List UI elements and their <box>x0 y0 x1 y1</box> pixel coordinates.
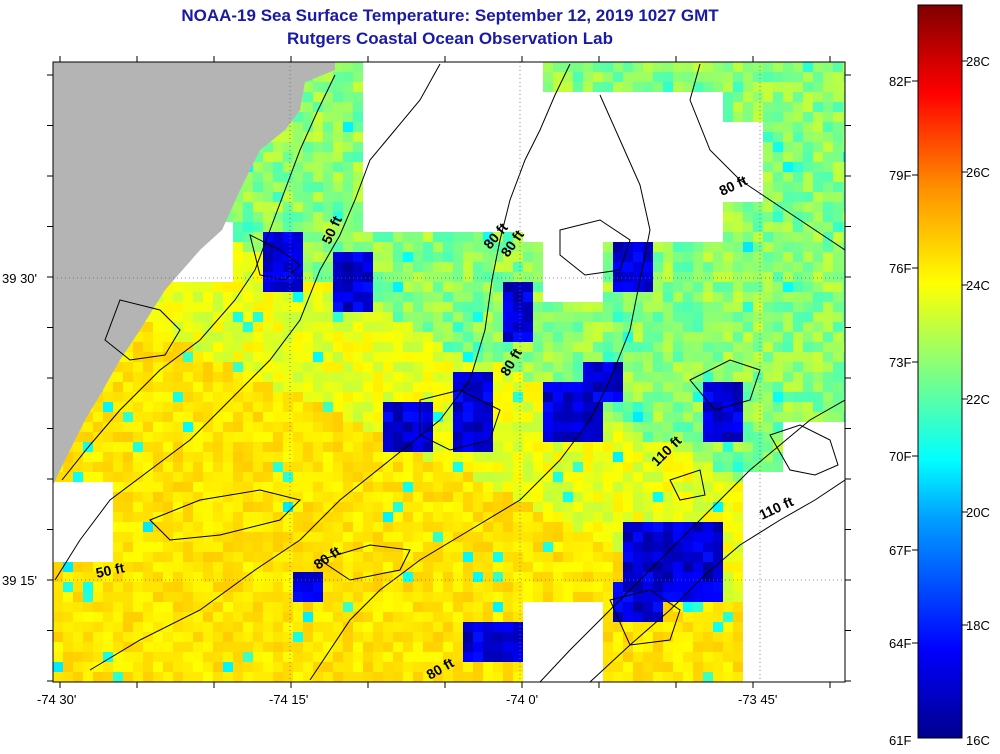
colorbar-f-label: 76F <box>889 261 911 276</box>
colorbar-c-label: 24C <box>966 278 990 293</box>
contour-label: 50 ft <box>94 559 126 581</box>
colorbar <box>917 4 963 739</box>
colorbar-f-label: 73F <box>889 355 911 370</box>
x-tick-label: -74 0' <box>506 692 538 707</box>
axis-labels: -74 30' -74 15' -74 0' -73 45' 39 30' 39… <box>2 271 777 707</box>
colorbar-c-label: 22C <box>966 392 990 407</box>
colorbar-c-label: 16C <box>966 733 990 748</box>
colorbar-f-label: 61F <box>889 733 911 748</box>
graticule <box>53 62 845 682</box>
x-tick-label: -74 30' <box>37 692 76 707</box>
colorbar-c-label: 18C <box>966 618 990 633</box>
map-subtitle: Rutgers Coastal Ocean Observation Lab <box>287 29 613 48</box>
colorbar-f-label: 82F <box>889 74 911 89</box>
x-tick-label: -73 45' <box>738 692 777 707</box>
colorbar-labels: 82F 79F 76F 73F 70F 67F 64F 61F 28C 26C … <box>889 54 990 748</box>
colorbar-c-label: 28C <box>966 54 990 69</box>
colorbar-f-label: 67F <box>889 543 911 558</box>
colorbar-f-label: 79F <box>889 168 911 183</box>
axis-ticks <box>47 56 851 688</box>
map-frame <box>52 61 846 683</box>
land <box>53 62 335 485</box>
y-tick-label: 39 30' <box>2 271 37 286</box>
colorbar-ticks <box>912 60 968 644</box>
colorbar-f-label: 64F <box>889 636 911 651</box>
colorbar-c-label: 26C <box>966 165 990 180</box>
depth-contours <box>54 63 845 682</box>
contour-label: 110 ft <box>757 493 797 523</box>
y-tick-label: 39 15' <box>2 573 37 588</box>
colorbar-f-label: 70F <box>889 449 911 464</box>
map-title: NOAA-19 Sea Surface Temperature: Septemb… <box>181 6 719 25</box>
contour-label: 80 ft <box>717 172 750 199</box>
x-tick-label: -74 15' <box>269 692 308 707</box>
colorbar-c-label: 20C <box>966 505 990 520</box>
